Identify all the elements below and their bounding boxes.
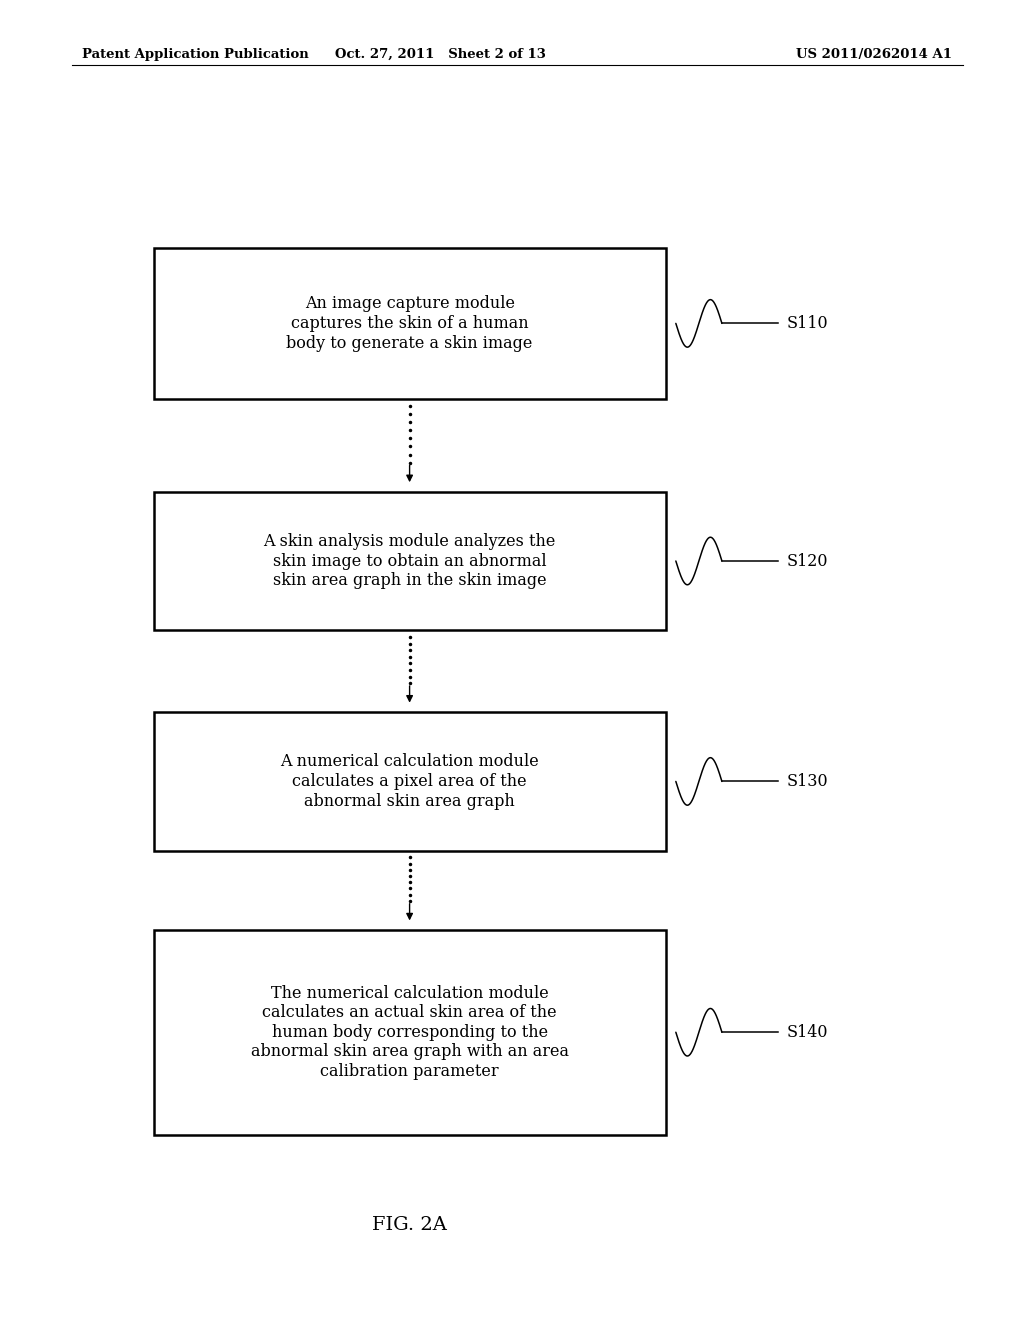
Text: S120: S120 — [786, 553, 828, 569]
FancyBboxPatch shape — [154, 492, 666, 631]
FancyBboxPatch shape — [154, 248, 666, 399]
Text: A numerical calculation module
calculates a pixel area of the
abnormal skin area: A numerical calculation module calculate… — [281, 754, 539, 809]
Text: Patent Application Publication: Patent Application Publication — [82, 48, 308, 61]
FancyBboxPatch shape — [154, 713, 666, 851]
Text: S130: S130 — [786, 774, 828, 789]
Text: A skin analysis module analyzes the
skin image to obtain an abnormal
skin area g: A skin analysis module analyzes the skin… — [263, 533, 556, 589]
Text: Oct. 27, 2011   Sheet 2 of 13: Oct. 27, 2011 Sheet 2 of 13 — [335, 48, 546, 61]
Text: US 2011/0262014 A1: US 2011/0262014 A1 — [797, 48, 952, 61]
Text: The numerical calculation module
calculates an actual skin area of the
human bod: The numerical calculation module calcula… — [251, 985, 568, 1080]
Text: An image capture module
captures the skin of a human
body to generate a skin ima: An image capture module captures the ski… — [287, 296, 532, 351]
Text: S140: S140 — [786, 1024, 828, 1040]
FancyBboxPatch shape — [154, 929, 666, 1134]
Text: S110: S110 — [786, 315, 828, 331]
Text: FIG. 2A: FIG. 2A — [372, 1216, 447, 1234]
